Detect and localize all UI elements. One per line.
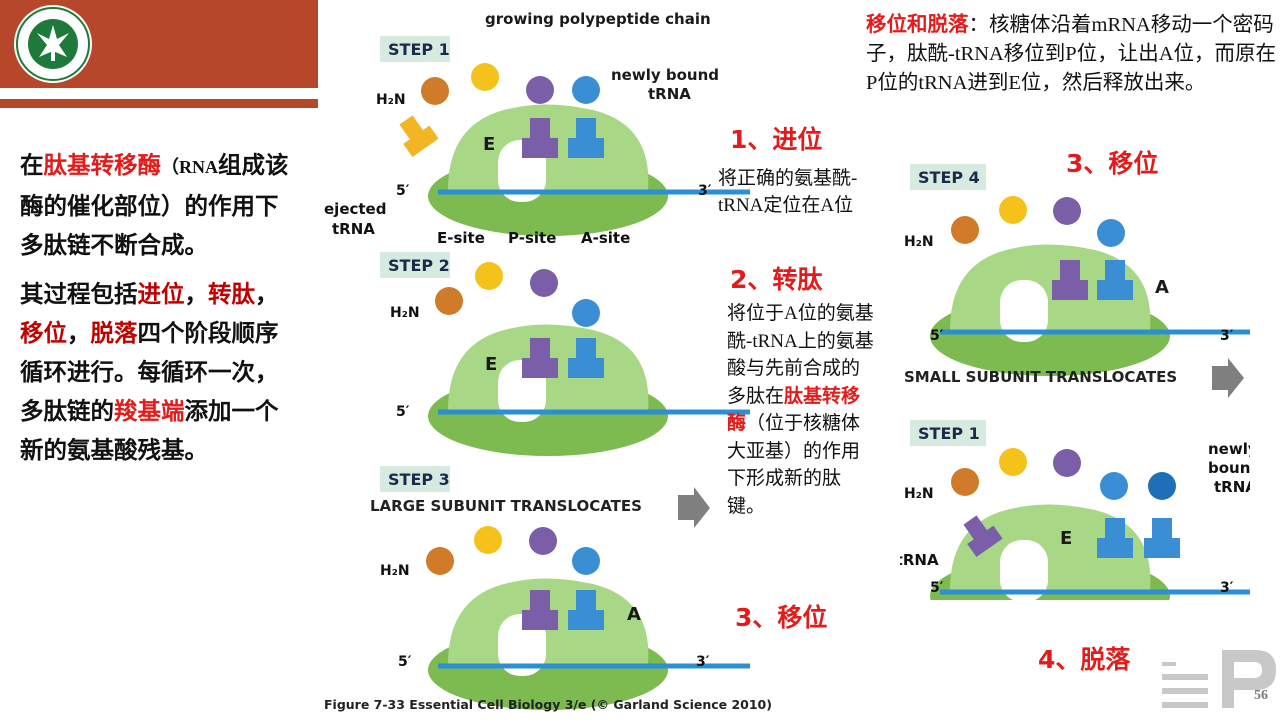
e-site-letter: E (483, 134, 495, 155)
three-prime: 3′ (1220, 328, 1234, 344)
five-prime: 5′ (930, 580, 944, 596)
trna-label: tRNA (648, 85, 691, 103)
highlight-text: 移位 (20, 319, 67, 347)
step4-label: STEP 4 (918, 168, 980, 187)
step2-panel: STEP 2 E H₂N 5′ (380, 252, 750, 456)
highlight-text: 移位和脱落 (866, 12, 969, 36)
step1-panel: STEP 1 growing polypeptide chain newly b… (324, 10, 750, 247)
step1-heading: 1、进位 (730, 125, 823, 154)
text: 添加一个新的氨基酸残基。 (20, 397, 279, 464)
highlight-text: 脱落 (90, 319, 138, 347)
h2n-label: H₂N (376, 92, 406, 108)
paragraph-2: 其过程包括进位，转肽，移位，脱落四个阶段顺序循环进行。每循环一次，多肽链的羧基端… (20, 275, 292, 470)
text: ， (184, 280, 209, 308)
text: ， (255, 280, 279, 308)
h2n-label: H₂N (904, 486, 934, 502)
translocation-note: 移位和脱落：核糖体沿着mRNA移动一个密码子，肽酰-tRNA移位到P位，让出A位… (866, 10, 1280, 98)
note-text: 将位于A位的氨基酰-tRNA上的氨基酸与先前合成的多肽在 (727, 303, 874, 407)
step3-panel: STEP 3 LARGE SUBUNIT TRANSLOCATES A H₂N … (370, 466, 750, 710)
text: 在 (20, 151, 44, 179)
e-site-label: E-site (437, 229, 485, 247)
trna-label: tRNA (1214, 478, 1250, 496)
text: ， (67, 319, 91, 347)
five-prime: 5′ (930, 328, 944, 344)
three-prime: 3′ (696, 654, 710, 670)
three-prime: 3′ (1220, 580, 1234, 596)
step3-heading-right: 3、移位 (1066, 149, 1159, 178)
five-prime: 5′ (396, 404, 410, 420)
paragraph-1: 在肽基转移酶（RNA组成该酶的催化部位）的作用下多肽链不断合成。 (20, 146, 292, 265)
e-site-letter: E (485, 354, 497, 375)
left-description: 在肽基转移酶（RNA组成该酶的催化部位）的作用下多肽链不断合成。 其过程包括进位… (20, 146, 292, 480)
figure-caption: Figure 7-33 Essential Cell Biology 3/e (… (324, 697, 772, 712)
a-site-letter: A (627, 604, 641, 625)
note-text: ：核糖体沿着mRNA移动一个密码子，肽酰-tRNA移位到P位，让出A位，而原在P… (866, 14, 1277, 94)
small-subunit-label: SMALL SUBUNIT TRANSLOCATES (904, 368, 1177, 386)
publisher-watermark-logo (1162, 650, 1276, 708)
step3-heading: 3、移位 (735, 603, 828, 632)
five-prime: 5′ (396, 183, 410, 199)
header-divider (0, 99, 318, 108)
newly-label: newly- (1208, 440, 1250, 458)
university-seal-logo (14, 5, 92, 83)
right-figure: STEP 4 A H₂N SMALL SUBUNIT TRANSLOCATES … (900, 164, 1250, 600)
ejected-trna-label: ejected tRNA (900, 551, 939, 569)
step2-body: 将位于A位的氨基酰-tRNA上的氨基酸与先前合成的多肽在肽基转移酶（位于核糖体大… (727, 300, 877, 520)
h2n-label: H₂N (380, 563, 410, 579)
ejected-trna-label: tRNA (332, 220, 375, 238)
a-site-letter: A (1155, 277, 1169, 298)
bound-label: bound (1208, 459, 1250, 477)
h2n-label: H₂N (904, 234, 934, 250)
note-text: （位于核糖体大亚基）的作用下形成新的肽键。 (727, 413, 861, 517)
step1b-panel: STEP 1 E H₂N newly- bound tRNA ejected t… (900, 420, 1250, 600)
right-arrow-icon (678, 487, 710, 528)
page-number: 56 (1254, 688, 1268, 703)
growing-chain-label: growing polypeptide chain (485, 10, 711, 28)
step2-heading: 2、转肽 (730, 265, 823, 294)
highlight-text: 羧基端 (114, 397, 185, 425)
text: （ (161, 157, 179, 178)
text: 四个阶段顺序循环进行。每循环一次，多肽链的 (20, 319, 279, 425)
h2n-label: H₂N (390, 305, 420, 321)
newly-bound-label: newly bound (611, 66, 719, 84)
step3-label: STEP 3 (388, 470, 450, 489)
step1-label: STEP 1 (388, 40, 450, 59)
text: RNA (179, 157, 218, 177)
large-subunit-label: LARGE SUBUNIT TRANSLOCATES (370, 497, 642, 515)
p-site-label: P-site (508, 229, 556, 247)
ejected-label: ejected (324, 200, 386, 218)
text: 组成该酶的催化部位）的作用下多肽链不断合成。 (20, 151, 289, 259)
step4-panel: STEP 4 A H₂N SMALL SUBUNIT TRANSLOCATES … (904, 164, 1250, 398)
e-site-letter: E (1060, 528, 1072, 549)
step1b-label: STEP 1 (918, 424, 980, 443)
highlight-text: 转肽 (208, 280, 255, 308)
a-site-label: A-site (581, 229, 630, 247)
text: 其过程包括 (20, 280, 138, 308)
step2-label: STEP 2 (388, 256, 450, 275)
three-prime: 3′ (698, 183, 712, 199)
step4-heading: 4、脱落 (1038, 645, 1131, 674)
step1-body: 将正确的氨基酰-tRNA定位在A位 (718, 168, 858, 216)
right-arrow-icon (1212, 358, 1244, 398)
highlight-text: 肽基转移酶 (727, 385, 861, 435)
translation-figure: STEP 1 growing polypeptide chain newly b… (324, 10, 750, 720)
highlight-text: 肽基转移酶 (43, 151, 162, 179)
five-prime: 5′ (398, 654, 412, 670)
highlight-text: 进位 (137, 280, 185, 308)
